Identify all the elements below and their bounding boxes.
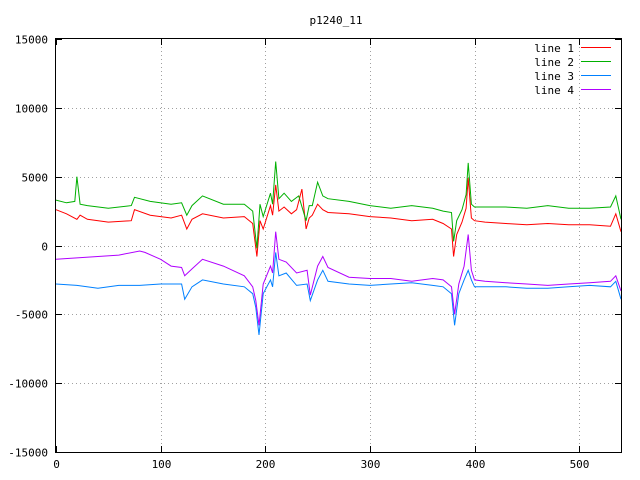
plot-frame — [55, 38, 622, 453]
y-tick-label: -10000 — [8, 378, 48, 391]
grid-lines — [56, 39, 621, 452]
axes: 0 100 200 300 400 500 -15000 -10000 -5000 0 5000 10… — [8, 34, 621, 471]
series-line-1 — [55, 177, 622, 257]
y-tick-label: -15000 — [8, 447, 48, 460]
series-layer — [55, 161, 622, 336]
y-tick-label: 15000 — [15, 34, 48, 47]
x-tick-label: 100 — [152, 458, 172, 471]
legend-label: line 3 — [534, 70, 574, 83]
x-tick-label: 200 — [256, 458, 276, 471]
x-tick-label: 500 — [570, 458, 590, 471]
legend-label: line 1 — [534, 42, 574, 55]
chart-title: p1240_11 — [310, 14, 363, 27]
x-tick-label: 300 — [361, 458, 381, 471]
x-tick-label: 0 — [53, 458, 60, 471]
y-tick-label: 5000 — [22, 172, 49, 185]
legend-label: line 2 — [534, 56, 574, 69]
legend-label: line 4 — [534, 84, 574, 97]
y-tick-label: -5000 — [15, 309, 48, 322]
y-tick-label: 10000 — [15, 103, 48, 116]
series-line-4 — [55, 231, 622, 326]
series-line-2 — [55, 161, 622, 249]
series-line-3 — [55, 252, 622, 336]
x-tick-label: 400 — [466, 458, 486, 471]
y-tick-label: 0 — [41, 241, 48, 254]
